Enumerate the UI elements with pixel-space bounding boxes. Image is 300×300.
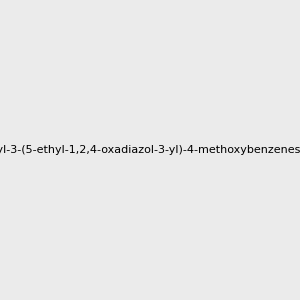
Text: N-cyclohexyl-3-(5-ethyl-1,2,4-oxadiazol-3-yl)-4-methoxybenzenesulfonamide: N-cyclohexyl-3-(5-ethyl-1,2,4-oxadiazol-… — [0, 145, 300, 155]
